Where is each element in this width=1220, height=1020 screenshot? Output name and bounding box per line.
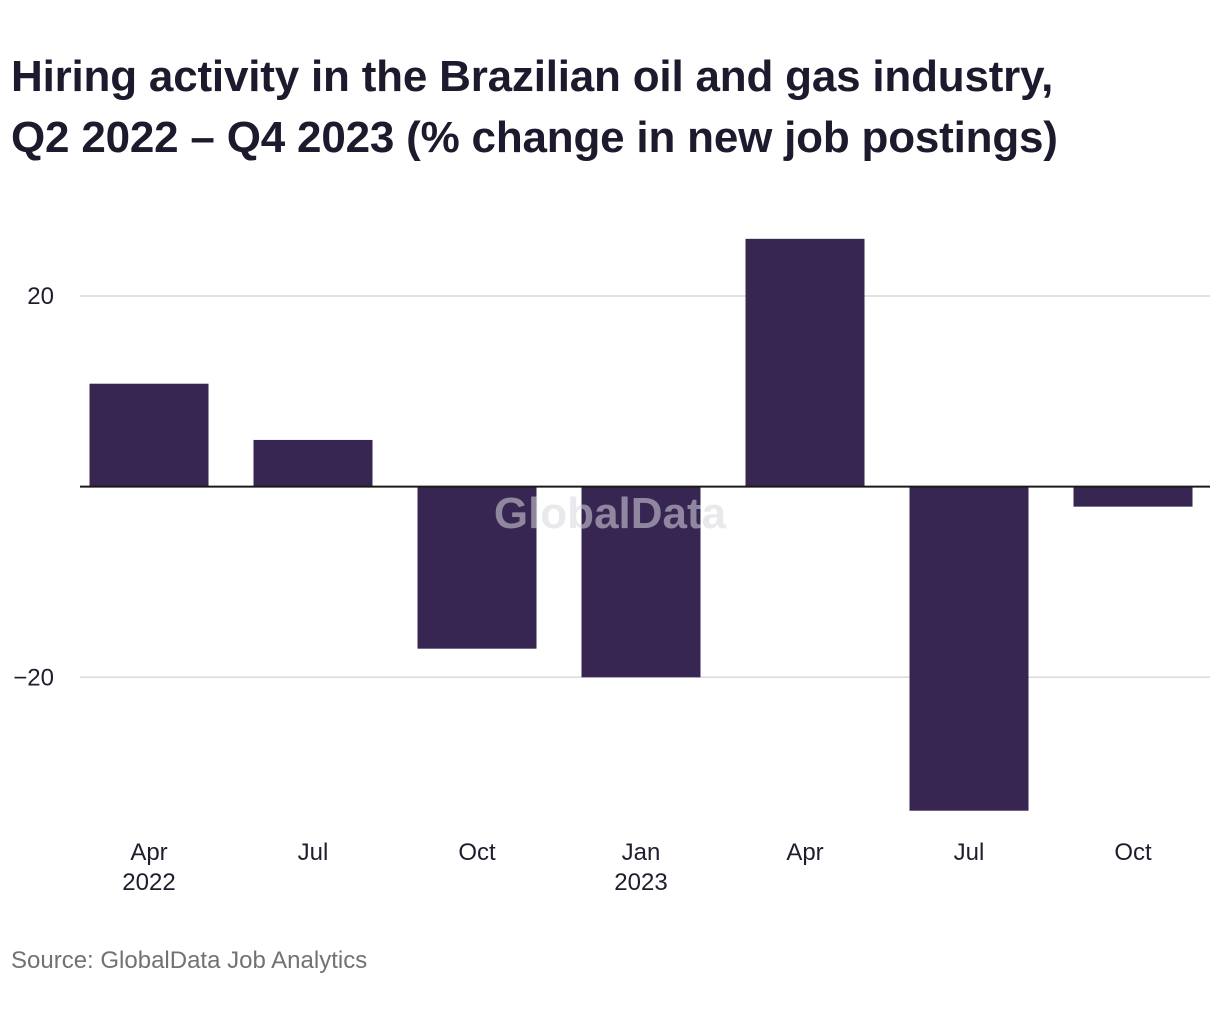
bar-apr-2022 bbox=[89, 383, 209, 487]
bars bbox=[89, 238, 1193, 811]
bar-oct-2023 bbox=[1073, 486, 1193, 507]
x-tick-year-label: 2023 bbox=[614, 869, 667, 896]
x-axis-tick-labels: Apr 2022 Jul Oct Jan 2023 Apr Jul Oct bbox=[122, 839, 1152, 896]
bar-apr-2023 bbox=[745, 238, 865, 487]
x-tick-label: Jul bbox=[298, 839, 329, 866]
chart-title-line-2: Q2 2022 – Q4 2023 (% change in new job p… bbox=[11, 113, 1058, 162]
x-tick-label: Oct bbox=[458, 839, 496, 866]
chart-title-line-1: Hiring activity in the Brazilian oil and… bbox=[11, 52, 1054, 101]
chart-title: Hiring activity in the Brazilian oil and… bbox=[11, 46, 1211, 168]
bar-jul-2022 bbox=[253, 439, 373, 487]
y-axis-tick-labels: 20 −20 bbox=[13, 283, 54, 691]
y-tick-label: 20 bbox=[27, 283, 54, 310]
bar-jul-2023 bbox=[909, 486, 1029, 811]
x-tick-year-label: 2022 bbox=[122, 869, 175, 896]
x-tick-label: Oct bbox=[1114, 839, 1152, 866]
bar-jan-2023 bbox=[581, 486, 701, 678]
bar-oct-2022 bbox=[417, 486, 537, 649]
x-tick-label: Jan bbox=[622, 839, 661, 866]
x-tick-label: Apr bbox=[130, 839, 167, 866]
y-tick-label: −20 bbox=[13, 664, 54, 691]
source-note: Source: GlobalData Job Analytics bbox=[11, 947, 368, 974]
x-tick-label: Jul bbox=[954, 839, 985, 866]
x-tick-label: Apr bbox=[786, 839, 823, 866]
watermark-text: GlobalData bbox=[494, 489, 727, 538]
